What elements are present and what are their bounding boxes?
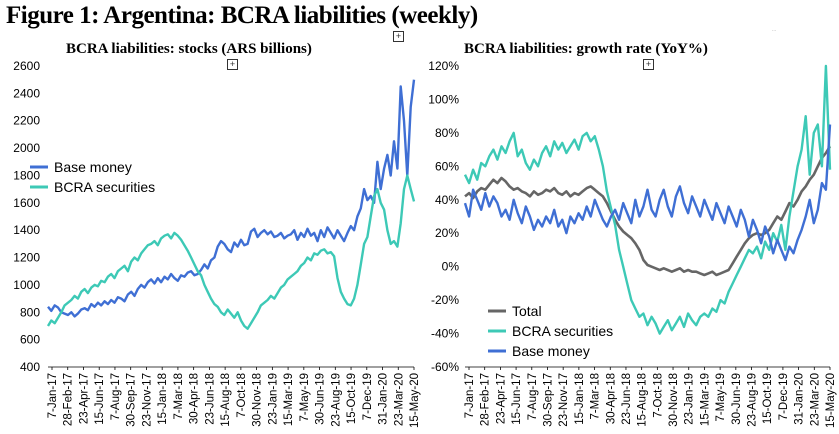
x-tick-label: 7-Oct-18 [652, 373, 664, 418]
y-tick-label: 2200 [13, 114, 40, 128]
y-tick-label: 80% [435, 126, 459, 140]
y-tick-label: 0% [442, 260, 460, 274]
x-tick-label: 30-Apr-18 [605, 373, 617, 424]
legend-label: BCRA securities [54, 179, 155, 195]
figure-title: Figure 1: Argentina: BCRA liabilities (w… [6, 2, 478, 29]
y-tick-label: -40% [431, 327, 459, 341]
y-tick-label: 2000 [13, 141, 40, 155]
x-tick-label: 23-Nov-17 [558, 373, 570, 427]
series-line-total [464, 145, 832, 277]
x-tick-label: 23-Apr-17 [78, 373, 90, 424]
y-tick-label: 2400 [13, 86, 40, 100]
x-tick-label: 7-Aug-17 [527, 373, 539, 420]
plus-square-icon[interactable]: + [643, 59, 654, 70]
series-line-bcra-securities [463, 64, 832, 335]
legend-label: Base money [54, 159, 132, 175]
y-tick-label: 600 [20, 333, 40, 347]
x-tick-label: 15-Jun-17 [94, 373, 106, 425]
x-tick-label: 7-Jan-17 [464, 373, 476, 418]
y-tick-label: 120% [428, 59, 459, 73]
x-tick-label: 30-Jun-19 [731, 373, 743, 425]
x-tick-label: 30-Apr-18 [189, 373, 201, 424]
y-tick-label: 20% [435, 226, 459, 240]
x-tick-label: 7-Jan-17 [47, 373, 59, 418]
x-tick-label: 30-Sep-17 [542, 373, 554, 427]
x-tick-label: 23-Mar-20 [809, 373, 821, 426]
y-tick-label: 1000 [13, 278, 40, 292]
x-tick-label: 30-Sep-17 [126, 373, 138, 427]
x-tick-label: 23-Aug-19 [747, 373, 759, 427]
y-tick-label: 40% [435, 193, 459, 207]
x-tick-label: 7-Mar-18 [590, 373, 602, 420]
x-tick-label: 23-Jan-19 [684, 373, 696, 425]
x-tick-label: 23-Jun-18 [204, 373, 216, 425]
series-line-base-money [47, 79, 416, 318]
y-tick-label: 800 [20, 305, 40, 319]
x-tick-label: 7-Oct-18 [236, 373, 248, 418]
x-tick-label: 15-Jan-18 [157, 373, 169, 425]
right-panel-title: BCRA liabilities: growth rate (YoY%) [464, 41, 708, 57]
y-tick-label: 2600 [13, 59, 40, 73]
x-tick-label: 30-Nov-18 [252, 373, 264, 427]
x-tick-label: 30-Nov-18 [668, 373, 680, 427]
x-tick-label: 31-Jan-20 [378, 373, 390, 425]
legend-label: Base money [512, 343, 590, 359]
x-tick-label: 23-Nov-17 [141, 373, 153, 427]
corner-mark: ··· [772, 28, 776, 33]
x-tick-label: 15-Aug-18 [220, 373, 232, 427]
x-tick-label: 23-Mar-20 [393, 373, 405, 426]
series-line-bcra-securities [46, 174, 416, 330]
y-tick-label: 1600 [13, 196, 40, 210]
y-tick-label: -60% [431, 360, 459, 374]
x-tick-label: 15-Mar-19 [283, 373, 295, 426]
y-tick-label: 1200 [13, 251, 40, 265]
y-tick-label: 1800 [13, 168, 40, 182]
x-tick-label: 7-Aug-17 [110, 373, 122, 420]
x-tick-label: 7-May-19 [715, 373, 727, 422]
x-tick-label: 7-May-19 [299, 373, 311, 422]
x-tick-label: 31-Jan-20 [794, 373, 806, 425]
y-tick-label: 100% [428, 92, 459, 106]
left-panel-title: BCRA liabilities: stocks (ARS billions) [66, 41, 312, 57]
x-tick-label: 15-Mar-19 [699, 373, 711, 426]
x-tick-label: 15-May-20 [409, 373, 421, 428]
y-tick-label: 1400 [13, 223, 40, 237]
y-tick-label: -20% [431, 293, 459, 307]
x-tick-label: 7-Dec-19 [362, 373, 374, 420]
legend-label: Total [512, 303, 542, 319]
x-tick-label: 23-Aug-19 [330, 373, 342, 427]
x-tick-label: 28-Feb-17 [63, 373, 75, 426]
x-tick-label: 15-May-20 [825, 373, 837, 428]
legend-label: BCRA securities [512, 323, 613, 339]
x-tick-label: 15-Oct-19 [346, 373, 358, 424]
x-tick-label: 23-Jun-18 [621, 373, 633, 425]
plus-square-icon[interactable]: + [227, 59, 238, 70]
x-tick-label: 15-Jan-18 [574, 373, 586, 425]
x-tick-label: 30-Jun-19 [315, 373, 327, 425]
x-tick-label: 23-Apr-17 [495, 373, 507, 424]
x-tick-label: 15-Aug-18 [637, 373, 649, 427]
x-tick-label: 28-Feb-17 [480, 373, 492, 426]
series-line-base-money [463, 124, 832, 262]
x-tick-label: 15-Oct-19 [762, 373, 774, 424]
plus-square-icon[interactable]: + [393, 31, 404, 42]
y-tick-label: 60% [435, 159, 459, 173]
x-tick-label: 23-Jan-19 [267, 373, 279, 425]
x-tick-label: 15-Jun-17 [511, 373, 523, 425]
x-tick-label: 7-Mar-18 [173, 373, 185, 420]
x-tick-label: 7-Dec-19 [778, 373, 790, 420]
y-tick-label: 400 [20, 360, 40, 374]
